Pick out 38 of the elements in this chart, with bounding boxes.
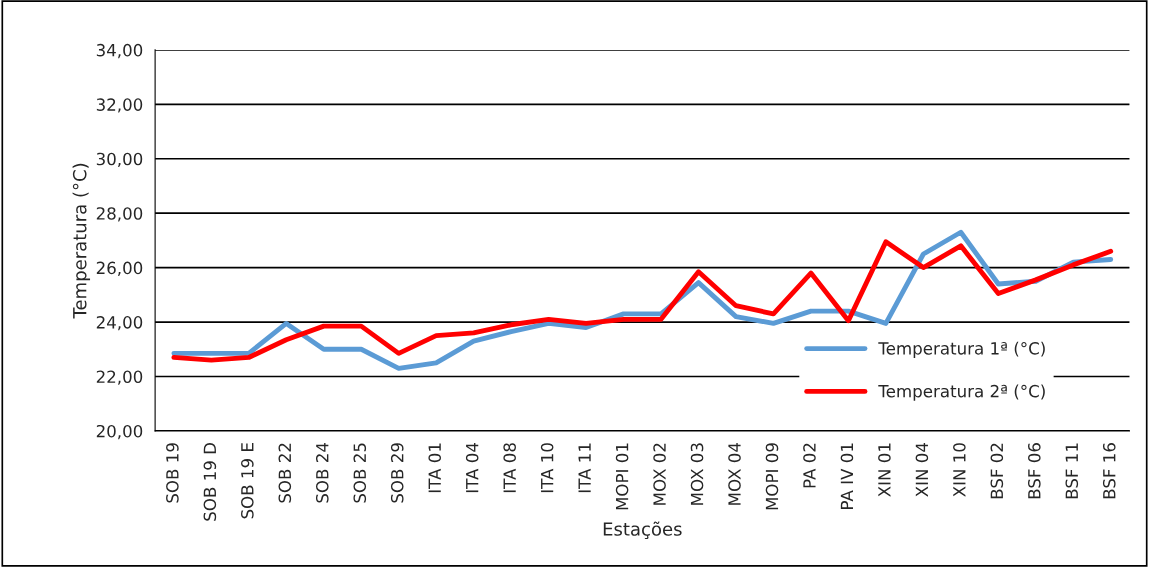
x-tick-label: BSF 11 [1065,443,1079,499]
y-tick-label: 24,00 [96,316,143,331]
x-tick-label: XIN 01 [878,443,891,497]
x-tick-label: SOB 29 [390,443,404,503]
y-tick-label: 22,00 [96,370,143,385]
y-tick-label: 28,00 [96,207,143,222]
x-axis-title: Estações [603,521,682,540]
y-tick-label: 26,00 [96,261,143,276]
x-tick-label: PA 02 [803,443,816,488]
y-tick-label: 30,00 [96,152,143,168]
y-tick-label: 34,00 [96,43,143,59]
legend-label: Temperatura 2ª (°C) [878,384,1045,401]
x-tick-label: MOX 04 [728,442,741,505]
x-tick-label: SOB 19 E [241,443,254,519]
y-axis-title: Temperatura (°C) [72,163,91,319]
x-tick-label: BSF 06 [1028,443,1041,499]
y-tick-label: 32,00 [96,98,143,113]
x-tick-label: MOX 02 [653,443,666,505]
y-tick-label: 20,00 [96,424,143,440]
x-tick-label: SOB 25 [353,443,367,503]
x-tick-label: MOPI 01 [615,443,629,510]
x-tick-label: ITA 10 [540,443,554,493]
x-tick-label: ITA 08 [503,443,516,493]
x-tick-label: BSF 02 [990,443,1004,499]
x-tick-label: BSF 16 [1102,443,1116,499]
x-tick-label: XIN 04 [915,442,929,497]
x-tick-label: SOB 19 D [203,443,217,521]
x-tick-label: ITA 04 [465,442,479,493]
x-tick-label: SOB 24 [315,442,329,503]
x-tick-label: PA IV 01 [840,443,854,509]
x-tick-label: XIN 10 [953,443,966,497]
x-tick-label: ITA 11 [578,443,591,493]
x-tick-label: ITA 01 [428,443,442,493]
x-tick-label: SOB 22 [278,443,292,503]
x-tick-label: MOX 03 [690,443,704,505]
legend-label: Temperatura 1ª (°C) [878,341,1045,358]
x-tick-label: MOPI 09 [765,443,779,510]
x-tick-label: SOB 19 [166,443,179,503]
